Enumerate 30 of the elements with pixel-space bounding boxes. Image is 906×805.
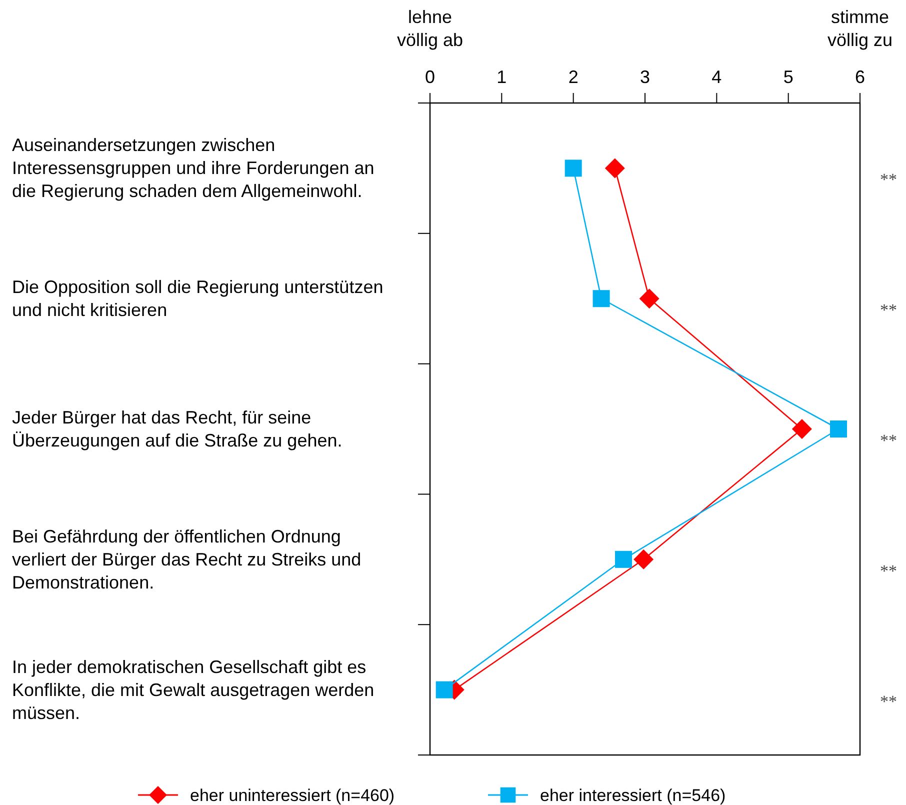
x-tick-label: 5 xyxy=(783,67,794,87)
x-tick-label: 3 xyxy=(640,67,650,87)
y-tick-label: Auseinandersetzungen zwischen Interessensgruppen und ihre Forderungen an die Regierung schaden dem Allgemeinwohl. xyxy=(12,135,374,202)
point xyxy=(792,419,812,439)
x-tick-label: 1 xyxy=(496,67,507,87)
x-tick-label: 0 xyxy=(424,67,436,87)
text: lehne völlig ab xyxy=(396,7,464,50)
point xyxy=(639,288,660,309)
text: ** xyxy=(880,692,897,711)
y-tick-label: In jeder demokratischen Gesellschaft gibt es Konflikte, die mit Gewalt ausgetragen werden müssen. xyxy=(12,656,374,723)
text: ** xyxy=(880,561,897,580)
y-tick-label: Jeder Bürger hat das Recht, für seine Überzeugungen auf die Straße zu gehen. xyxy=(12,408,342,450)
point xyxy=(830,420,847,438)
point xyxy=(564,160,582,177)
y-tick-label: Bei Gefährdung der öffentlichen Ordnung verliert der Bürger das Recht zu Streiks und Demonstrationen. xyxy=(12,526,362,592)
text: ** xyxy=(880,170,897,190)
x-tick-label: 6 xyxy=(854,67,866,87)
legend-label: eher uninteressiert (n=460) xyxy=(190,786,395,805)
y-tick-label: Die Opposition soll die Regierung unterstützen und nicht kritisieren xyxy=(12,277,384,320)
text: ** xyxy=(880,431,897,450)
x-tick-label: 2 xyxy=(568,67,578,87)
text: stimme völlig zu xyxy=(827,7,893,50)
text: ** xyxy=(880,300,897,320)
legend-label: eher interessiert (n=546) xyxy=(540,786,726,805)
point xyxy=(436,681,453,698)
point xyxy=(592,290,610,308)
point xyxy=(634,549,654,570)
point xyxy=(604,158,625,178)
point xyxy=(615,550,632,568)
x-tick-label: 4 xyxy=(712,67,722,87)
